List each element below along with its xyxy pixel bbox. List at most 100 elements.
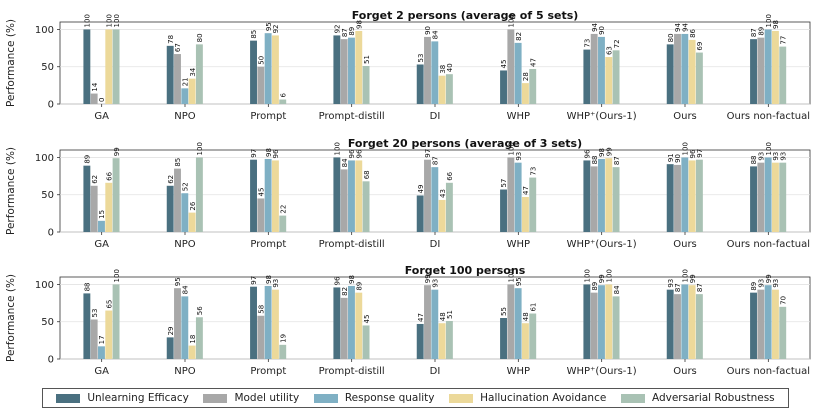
bar-model-utility-ours-non-factual xyxy=(757,289,765,359)
bar-response-quality-ga xyxy=(98,346,105,359)
bar-unlearning-efficacy-ours-non-factual xyxy=(750,39,757,104)
bar-response-quality-ours-non-factual xyxy=(764,285,772,359)
data-label: 99 xyxy=(689,274,697,283)
data-label: 100 xyxy=(105,14,113,27)
data-label: 98 xyxy=(265,275,273,284)
y-axis-label: Performance (%) xyxy=(5,19,17,107)
bar-unlearning-efficacy-npo xyxy=(166,337,174,359)
data-label: 45 xyxy=(363,315,371,324)
bar-response-quality-di xyxy=(431,167,439,232)
y-tick-label: 100 xyxy=(35,280,54,291)
data-label: 96 xyxy=(272,149,280,158)
x-tick-label-ga: GA xyxy=(94,111,109,122)
bar-unlearning-efficacy-ga xyxy=(83,29,91,105)
bar-response-quality-npo xyxy=(181,88,189,104)
bar-unlearning-efficacy-prompt-distill xyxy=(333,287,341,359)
data-label: 73 xyxy=(584,39,592,48)
legend-label-adversarial-robustness: Adversarial Robustness xyxy=(651,392,775,404)
data-label: 96 xyxy=(348,149,356,158)
bar-model-utility-npo xyxy=(174,168,181,232)
data-label: 100 xyxy=(682,142,690,155)
data-label: 51 xyxy=(363,55,371,64)
bar-unlearning-efficacy-whp-ours-1 xyxy=(583,284,591,359)
data-label: 88 xyxy=(591,155,599,164)
data-label: 100 xyxy=(584,269,592,282)
data-label: 100 xyxy=(508,14,516,27)
bar-model-utility-ours-non-factual xyxy=(757,162,765,232)
bar-model-utility-whp xyxy=(507,284,515,359)
panel-title: Forget 2 persons (average of 5 sets) xyxy=(352,9,579,22)
bar-adversarial-robustness-prompt-distill xyxy=(362,181,370,232)
x-tick-label-whp: WHP xyxy=(507,366,530,377)
panel-title: Forget 100 persons xyxy=(405,264,526,277)
data-label: 89 xyxy=(758,27,766,36)
y-axis-label: Performance (%) xyxy=(5,274,17,362)
data-label: 53 xyxy=(417,54,425,63)
data-label: 84 xyxy=(341,158,349,167)
bar-unlearning-efficacy-di xyxy=(416,195,424,232)
bar-response-quality-whp-ours-1 xyxy=(598,36,605,105)
bar-model-utility-ours xyxy=(674,33,681,104)
bar-hallucination-avoidance-prompt-distill xyxy=(355,292,363,359)
x-tick-label-di: DI xyxy=(430,239,441,250)
bar-hallucination-avoidance-whp-ours-1 xyxy=(605,57,613,104)
data-label: 97 xyxy=(250,276,258,285)
data-label: 95 xyxy=(515,277,523,286)
bar-response-quality-ours xyxy=(681,284,689,359)
bar-adversarial-robustness-ga xyxy=(112,158,120,232)
data-label: 55 xyxy=(500,307,508,316)
bar-unlearning-efficacy-npo xyxy=(166,45,174,104)
data-label: 92 xyxy=(334,24,342,33)
bar-model-utility-ga xyxy=(90,319,98,359)
bar-response-quality-prompt-distill xyxy=(348,285,355,359)
bar-response-quality-whp xyxy=(514,288,522,359)
x-tick-label-prompt-distill: Prompt-distill xyxy=(319,239,385,250)
bar-model-utility-whp xyxy=(507,157,515,232)
data-label: 99 xyxy=(605,147,613,156)
data-label: 14 xyxy=(91,82,99,91)
bar-hallucination-avoidance-di xyxy=(438,199,446,232)
data-label: 99 xyxy=(424,274,432,283)
data-label: 57 xyxy=(500,179,508,188)
bar-response-quality-prompt xyxy=(264,285,272,359)
x-tick-label-whp: WHP xyxy=(507,239,530,250)
x-tick-label-prompt-distill: Prompt-distill xyxy=(319,366,385,377)
chart-legend: Unlearning Efficacy Model utility Respon… xyxy=(42,388,789,408)
data-label: 98 xyxy=(598,148,606,157)
data-label: 52 xyxy=(182,182,190,191)
data-label: 86 xyxy=(689,28,697,37)
bar-response-quality-ours-non-factual xyxy=(764,157,772,232)
data-label: 99 xyxy=(598,274,606,283)
data-label: 88 xyxy=(750,155,758,164)
grouped-bar-chart: Forget 2 persons (average of 5 sets) 0 50 1… xyxy=(5,9,811,377)
x-tick-label-npo: NPO xyxy=(174,111,196,122)
data-label: 87 xyxy=(696,283,704,292)
data-label: 48 xyxy=(439,312,447,321)
data-label: 62 xyxy=(91,175,99,184)
data-label: 48 xyxy=(522,312,530,321)
x-tick-label-npo: NPO xyxy=(174,366,196,377)
data-label: 87 xyxy=(432,156,440,165)
bar-response-quality-ours xyxy=(681,157,689,232)
data-label: 87 xyxy=(341,28,349,37)
data-label: 68 xyxy=(363,170,371,179)
data-label: 0 xyxy=(98,98,106,102)
data-label: 97 xyxy=(696,149,704,158)
legend-item-model-utility: Model utility xyxy=(203,392,299,404)
data-label: 99 xyxy=(765,274,773,283)
data-label: 96 xyxy=(355,149,363,158)
bar-response-quality-whp xyxy=(514,162,522,232)
x-tick-label-whp-ours-1: WHP⁺(Ours-1) xyxy=(567,239,637,250)
bar-adversarial-robustness-prompt-distill xyxy=(362,65,370,104)
bar-model-utility-prompt xyxy=(257,315,265,359)
bar-hallucination-avoidance-prompt xyxy=(271,289,279,359)
bar-response-quality-whp-ours-1 xyxy=(598,285,605,359)
bar-hallucination-avoidance-npo xyxy=(188,345,196,359)
bar-hallucination-avoidance-ours xyxy=(688,285,696,359)
legend-swatch-unlearning-efficacy xyxy=(56,393,81,403)
y-axis-label: Performance (%) xyxy=(5,147,17,235)
bar-hallucination-avoidance-whp xyxy=(521,196,529,232)
bar-unlearning-efficacy-whp xyxy=(500,189,507,232)
bar-response-quality-npo xyxy=(181,193,189,232)
bar-hallucination-avoidance-di xyxy=(438,75,446,104)
